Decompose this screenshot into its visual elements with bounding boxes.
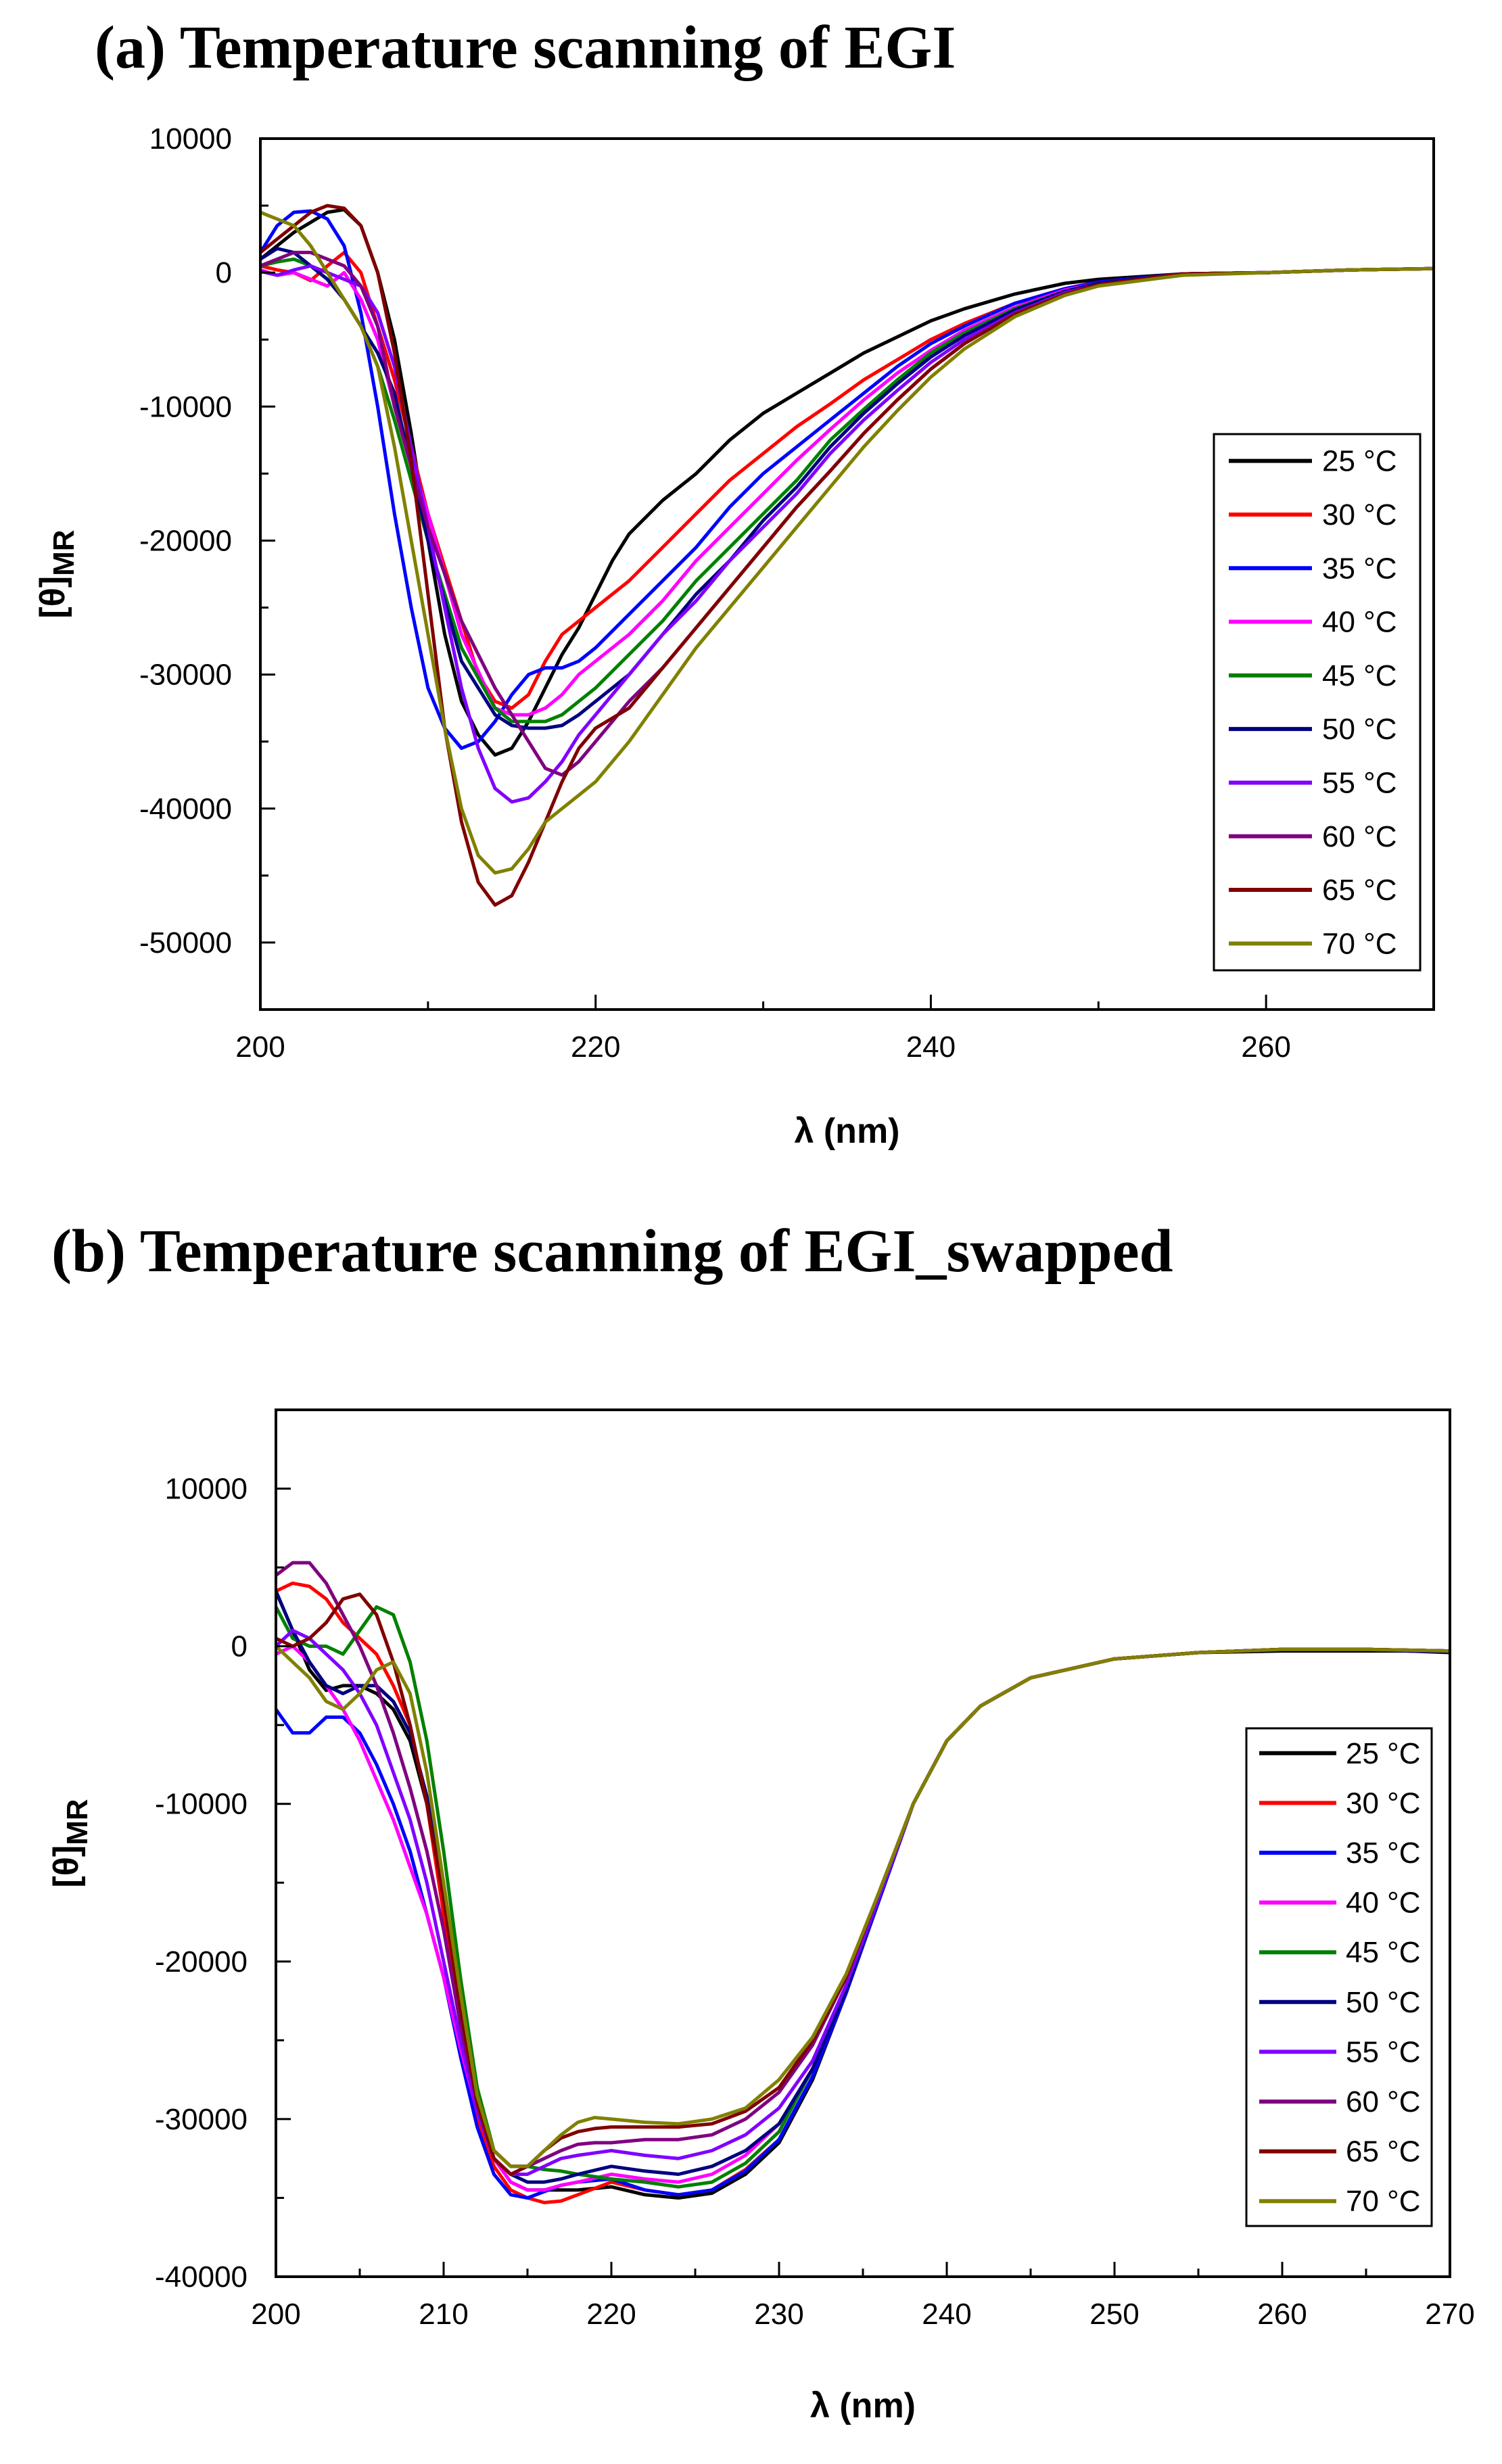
legend-label-7: 60 °C <box>1346 2085 1421 2118</box>
legend-label-8: 65 °C <box>1346 2135 1421 2169</box>
y-axis-label-main: [θ] <box>33 576 72 619</box>
x-tick-label: 220 <box>586 2298 636 2331</box>
legend-box <box>1245 1727 1433 2227</box>
x-tick-label: 220 <box>571 1030 620 1064</box>
legend-label-9: 70 °C <box>1322 927 1397 960</box>
y-axis-label: [θ]MR <box>47 1799 94 1887</box>
legend: 25 °C 30 °C 35 °C 40 °C 45 °C 50 °C 55 °C 60 °C… <box>1213 433 1422 972</box>
legend-label-5: 50 °C <box>1322 713 1397 746</box>
series-line-8 <box>260 204 1434 907</box>
legend-label-6: 55 °C <box>1346 2035 1421 2068</box>
chart-a-title: (a) Temperature scanning of EGI <box>95 14 956 81</box>
series-group <box>276 1561 1450 2204</box>
chart-b: (b) Temperature scanning of EGI_swapped … <box>47 1218 1475 2425</box>
y-tick-label: -10000 <box>155 1788 248 1821</box>
y-tick-label: -40000 <box>155 2260 248 2294</box>
legend-label-0: 25 °C <box>1322 445 1397 478</box>
legend-label-2: 35 °C <box>1322 552 1397 585</box>
chart-b-title: (b) Temperature scanning of EGI_swapped <box>51 1218 1173 1285</box>
x-axis-label: λ (nm) <box>810 2386 916 2425</box>
y-axis-label: [θ]MR <box>33 529 80 618</box>
x-tick-label: 270 <box>1425 2298 1474 2331</box>
legend-label-1: 30 °C <box>1346 1786 1421 1820</box>
legend-label-1: 30 °C <box>1322 498 1397 531</box>
y-tick-label: -30000 <box>155 2103 248 2136</box>
series-group <box>260 204 1434 907</box>
x-tick-label: 240 <box>906 1030 956 1064</box>
series-line-6 <box>260 264 1434 804</box>
y-tick-label: 10000 <box>165 1473 248 1506</box>
x-tick-label: 250 <box>1089 2298 1139 2331</box>
x-tick-label: 240 <box>922 2298 971 2331</box>
y-tick-label: -10000 <box>139 390 232 423</box>
x-tick-label: 200 <box>251 2298 300 2331</box>
legend: 25 °C 30 °C 35 °C 40 °C 45 °C 50 °C 55 °C 60 °C… <box>1245 1727 1433 2227</box>
y-axis-label-main: [θ] <box>47 1845 86 1888</box>
x-axis-label: λ (nm) <box>795 1112 900 1151</box>
y-tick-label: -40000 <box>139 792 232 826</box>
y-axis-label-subscript: MR <box>61 1799 94 1845</box>
plot-frame <box>259 137 1435 1011</box>
legend-label-9: 70 °C <box>1346 2185 1421 2218</box>
x-tick-label: 200 <box>235 1030 285 1064</box>
x-tick-label: 260 <box>1241 1030 1290 1064</box>
chart-a: (a) Temperature scanning of EGI 200 220 24… <box>33 14 1435 1151</box>
x-tick-label: 230 <box>754 2298 803 2331</box>
legend-label-3: 40 °C <box>1322 606 1397 639</box>
y-tick-label: 10000 <box>149 122 232 156</box>
series-line-2 <box>260 209 1434 751</box>
legend-label-0: 25 °C <box>1346 1737 1421 1770</box>
legend-box <box>1213 433 1422 972</box>
x-tick-label: 210 <box>419 2298 468 2331</box>
series-line-9 <box>260 210 1434 875</box>
y-tick-label: -50000 <box>139 926 232 959</box>
legend-label-5: 50 °C <box>1346 1986 1421 2019</box>
y-tick-label: 0 <box>231 1630 248 1663</box>
legend-label-3: 40 °C <box>1346 1887 1421 1920</box>
legend-label-4: 45 °C <box>1322 659 1397 692</box>
legend-label-6: 55 °C <box>1322 766 1397 799</box>
y-axis-label-subscript: MR <box>47 529 80 575</box>
y-tick-label: -20000 <box>139 524 232 557</box>
x-tick-label: 260 <box>1257 2298 1307 2331</box>
series-line-0 <box>260 208 1434 757</box>
legend-label-2: 35 °C <box>1346 1837 1421 1870</box>
legend-label-4: 45 °C <box>1346 1936 1421 1969</box>
y-tick-label: -20000 <box>155 1945 248 1979</box>
y-tick-label: 0 <box>216 256 232 289</box>
legend-label-8: 65 °C <box>1322 874 1397 907</box>
series-line-9 <box>276 1644 1450 2169</box>
legend-label-7: 60 °C <box>1322 820 1397 853</box>
y-tick-label: -30000 <box>139 659 232 692</box>
